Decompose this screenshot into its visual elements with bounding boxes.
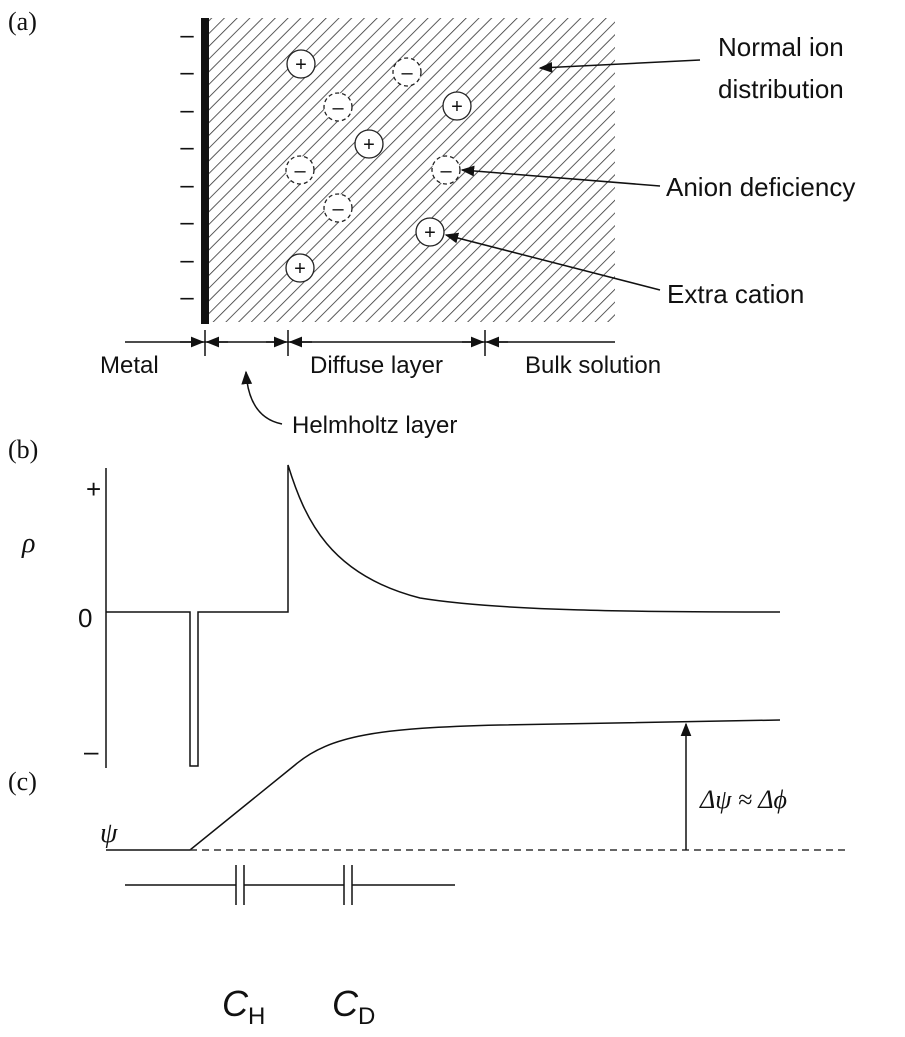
tick-label: 0 — [78, 603, 92, 633]
capacitor-subscript: H — [248, 1003, 265, 1030]
ion-circle — [285, 253, 315, 283]
ion: – — [323, 193, 353, 223]
pointer-arrow — [460, 165, 661, 187]
tick-label: + — [86, 474, 101, 504]
region-label: Bulk solution — [525, 352, 661, 379]
ion-circle — [442, 91, 472, 121]
ion-sign: + — [294, 258, 306, 280]
ion: + — [415, 217, 445, 247]
ion: + — [286, 49, 316, 79]
capacitor-symbol: C — [332, 983, 359, 1024]
ion-circle — [323, 92, 353, 122]
capacitor-label: CH — [222, 983, 265, 1030]
surface-charge: – — [180, 59, 194, 86]
panel-label: (c) — [8, 767, 37, 796]
annotation: Anion deficiency — [666, 172, 855, 202]
ion: – — [431, 155, 461, 185]
ion-sign: + — [424, 222, 436, 244]
surface-charge: – — [180, 209, 194, 236]
panel-label: (a) — [8, 7, 37, 36]
ion: + — [354, 129, 384, 159]
ion-sign: + — [295, 54, 307, 76]
ion-sign: – — [332, 97, 344, 119]
charge-density-curve — [106, 464, 781, 767]
potential-drop-label: Δψ ≈ Δϕ — [699, 785, 787, 814]
surface-charge: – — [180, 284, 194, 311]
ion: – — [285, 155, 315, 185]
capacitor-symbol: C — [222, 983, 249, 1024]
surface-charge: – — [180, 247, 194, 274]
capacitor-label: CD — [332, 983, 375, 1030]
surface-charge: – — [180, 172, 194, 199]
axis-label: ρ — [21, 528, 35, 559]
potential-curve — [106, 719, 781, 851]
ion: + — [442, 91, 472, 121]
ion-circle — [286, 49, 316, 79]
ion: – — [323, 92, 353, 122]
ion-circle — [431, 155, 461, 185]
ion-sign: – — [332, 198, 344, 220]
ion-circle — [323, 193, 353, 223]
capacitor-subscript: D — [358, 1003, 375, 1030]
surface-charge: – — [180, 134, 194, 161]
metal-electrode — [201, 18, 209, 324]
ion-sign: – — [294, 160, 306, 182]
tick-label: – — [84, 736, 99, 766]
annotation: Extra cation — [667, 279, 804, 309]
pointer-arrow — [444, 232, 661, 291]
panel-label: (b) — [8, 435, 38, 464]
ion-sign: + — [451, 96, 463, 118]
annotation: Normal ion — [718, 32, 844, 62]
region-label: Metal — [100, 352, 159, 379]
helmholtz-arrow — [241, 370, 283, 425]
surface-charge: – — [180, 97, 194, 124]
ion: – — [392, 57, 422, 87]
axis-label: ψ — [100, 818, 118, 849]
ion-sign: – — [440, 160, 452, 182]
surface-charge: – — [180, 22, 194, 49]
region-label: Diffuse layer — [310, 352, 443, 379]
ion-circle — [354, 129, 384, 159]
ion: + — [285, 253, 315, 283]
ion-circle — [392, 57, 422, 87]
ion-sign: – — [401, 62, 413, 84]
pointer-arrow — [538, 59, 701, 73]
ion-sign: + — [363, 134, 375, 156]
ion-circle — [415, 217, 445, 247]
annotation: distribution — [718, 74, 844, 104]
ion-circle — [285, 155, 315, 185]
region-label: Helmholtz layer — [292, 412, 457, 439]
